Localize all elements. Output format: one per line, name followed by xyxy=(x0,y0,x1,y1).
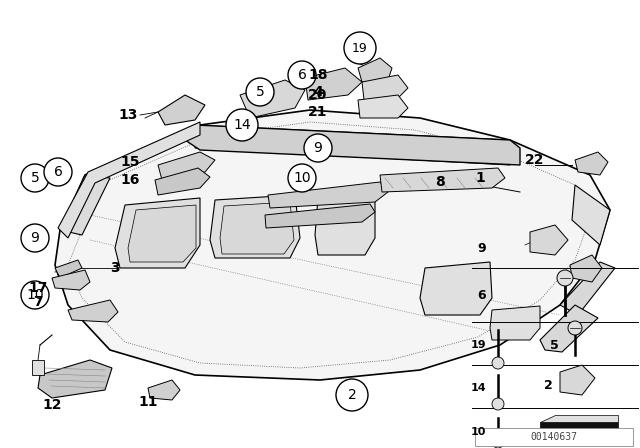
Text: 2: 2 xyxy=(348,388,356,402)
Circle shape xyxy=(226,109,258,141)
Circle shape xyxy=(288,61,316,89)
Polygon shape xyxy=(128,205,196,262)
Circle shape xyxy=(44,158,72,186)
Polygon shape xyxy=(305,68,362,100)
Circle shape xyxy=(557,270,573,286)
Polygon shape xyxy=(220,202,294,254)
Polygon shape xyxy=(315,195,375,255)
Text: 10: 10 xyxy=(26,288,44,302)
Text: 6: 6 xyxy=(298,68,307,82)
Bar xyxy=(540,422,618,442)
Text: 7: 7 xyxy=(33,295,43,309)
Polygon shape xyxy=(38,360,112,398)
Text: 6: 6 xyxy=(54,165,63,179)
Text: 2: 2 xyxy=(543,379,552,392)
Text: 12: 12 xyxy=(42,398,61,412)
Polygon shape xyxy=(210,195,300,258)
Polygon shape xyxy=(358,58,392,82)
Text: 5: 5 xyxy=(31,171,40,185)
Text: 11: 11 xyxy=(138,395,157,409)
Polygon shape xyxy=(55,260,82,278)
Polygon shape xyxy=(575,152,608,175)
Circle shape xyxy=(304,134,332,162)
Text: 10: 10 xyxy=(293,171,311,185)
Polygon shape xyxy=(362,75,408,100)
Circle shape xyxy=(492,398,504,410)
Text: 14: 14 xyxy=(233,118,251,132)
Polygon shape xyxy=(58,122,200,238)
Text: 9: 9 xyxy=(314,141,323,155)
Polygon shape xyxy=(55,110,610,380)
Text: 5: 5 xyxy=(255,85,264,99)
Circle shape xyxy=(21,164,49,192)
Polygon shape xyxy=(155,168,210,195)
Polygon shape xyxy=(265,204,375,228)
Polygon shape xyxy=(380,168,505,192)
Text: 3: 3 xyxy=(110,261,120,275)
Polygon shape xyxy=(530,225,568,255)
Text: 4: 4 xyxy=(313,85,323,99)
Circle shape xyxy=(492,436,504,448)
Circle shape xyxy=(21,224,49,252)
Circle shape xyxy=(336,379,368,411)
Text: 6: 6 xyxy=(477,289,486,302)
Text: 8: 8 xyxy=(435,175,445,189)
Polygon shape xyxy=(68,300,118,322)
Circle shape xyxy=(492,357,504,369)
Polygon shape xyxy=(570,255,602,282)
Text: 9: 9 xyxy=(477,241,486,254)
Text: 21: 21 xyxy=(308,105,328,119)
Polygon shape xyxy=(540,415,618,422)
Polygon shape xyxy=(148,380,180,400)
Circle shape xyxy=(344,32,376,64)
Text: 13: 13 xyxy=(118,108,138,122)
Polygon shape xyxy=(158,95,205,125)
Text: 22: 22 xyxy=(525,153,545,167)
Circle shape xyxy=(288,164,316,192)
Text: 00140637: 00140637 xyxy=(531,432,577,442)
Polygon shape xyxy=(195,125,510,165)
Text: 15: 15 xyxy=(120,155,140,169)
Polygon shape xyxy=(52,270,90,290)
Text: 5: 5 xyxy=(550,339,558,352)
Text: 18: 18 xyxy=(308,68,328,82)
Polygon shape xyxy=(420,262,492,315)
Text: 10: 10 xyxy=(470,427,486,437)
Polygon shape xyxy=(185,125,520,165)
Polygon shape xyxy=(490,306,540,340)
Text: 16: 16 xyxy=(120,173,140,187)
Circle shape xyxy=(568,321,582,335)
Text: 1: 1 xyxy=(475,171,485,185)
Text: 20: 20 xyxy=(308,88,328,102)
Polygon shape xyxy=(358,95,408,118)
Polygon shape xyxy=(115,198,200,268)
Circle shape xyxy=(21,281,49,309)
Polygon shape xyxy=(560,262,615,315)
Polygon shape xyxy=(268,182,388,208)
Text: 9: 9 xyxy=(31,231,40,245)
Circle shape xyxy=(246,78,274,106)
Polygon shape xyxy=(240,80,305,118)
Polygon shape xyxy=(158,152,215,180)
Polygon shape xyxy=(560,365,595,395)
Text: 14: 14 xyxy=(470,383,486,393)
Polygon shape xyxy=(60,175,110,235)
Polygon shape xyxy=(572,185,610,245)
Text: 19: 19 xyxy=(470,340,486,350)
Polygon shape xyxy=(540,305,598,352)
Text: 17: 17 xyxy=(28,281,48,295)
Bar xyxy=(32,360,44,375)
Text: 19: 19 xyxy=(352,42,368,55)
Bar xyxy=(475,428,633,446)
